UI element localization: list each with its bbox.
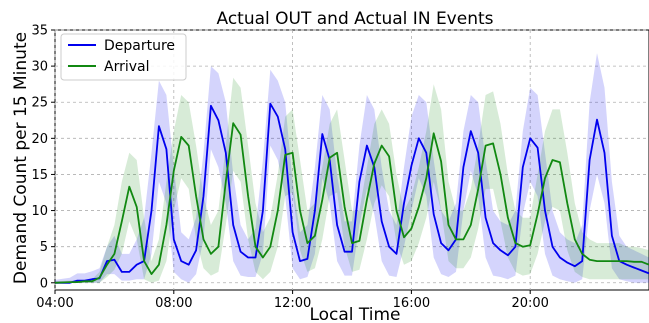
y-tick-label: 5 <box>40 240 48 255</box>
y-tick-label: 20 <box>31 132 48 147</box>
y-tick-label: 15 <box>31 168 48 183</box>
y-tick-label: 25 <box>31 96 48 111</box>
y-axis-ticks: 0 5 10 15 20 25 30 35 <box>31 24 55 291</box>
band-arrival <box>55 77 649 283</box>
legend: Departure Arrival <box>60 33 187 81</box>
line-arrival <box>54 122 649 284</box>
x-tick-label: 08:00 <box>155 296 192 311</box>
confidence-bands <box>55 53 649 283</box>
x-tick-label: 20:00 <box>511 296 548 311</box>
y-tick-label: 30 <box>31 60 48 75</box>
line-departure <box>55 102 649 284</box>
grid-lines <box>54 29 649 290</box>
series-lines <box>54 102 649 284</box>
y-tick-label: 0 <box>40 276 48 291</box>
y-tick-label: 35 <box>31 24 48 39</box>
x-tick-label: 12:00 <box>274 296 311 311</box>
legend-label-arrival: Arrival <box>104 59 150 75</box>
x-tick-label: 04:00 <box>36 296 73 311</box>
legend-label-departure: Departure <box>104 38 175 54</box>
y-axis-label: Demand Count per 15 Minute <box>11 32 31 284</box>
x-tick-label: 16:00 <box>393 296 430 311</box>
x-axis-ticks: 04:00 08:00 12:00 16:00 20:00 <box>36 290 549 311</box>
y-tick-label: 10 <box>31 204 48 219</box>
chart-title: Actual OUT and Actual IN Events <box>216 9 493 29</box>
x-axis-label: Local Time <box>309 305 400 323</box>
band-departure <box>55 53 649 283</box>
